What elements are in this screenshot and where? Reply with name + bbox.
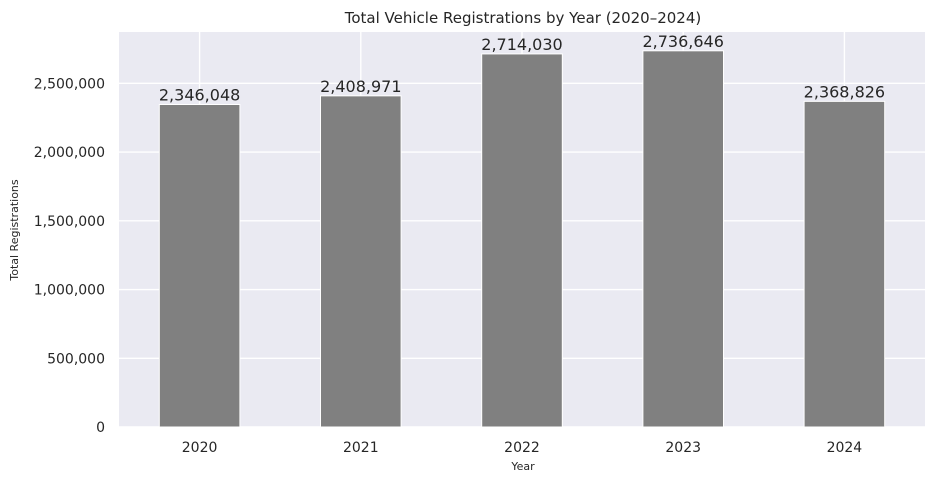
data-label-2023: 2,736,646	[642, 32, 723, 51]
bars	[158, 50, 886, 428]
data-label-2024: 2,368,826	[804, 82, 885, 101]
y-tick-label: 2,000,000	[34, 145, 105, 161]
bar-2023	[642, 50, 725, 428]
x-tick-label: 2024	[827, 440, 863, 456]
x-tick-label: 2022	[504, 440, 540, 456]
y-tick-labels: 0 500,000 1,000,000 1,500,000 2,000,000 2,500…	[34, 76, 105, 436]
bar-2021	[320, 95, 402, 428]
x-tick-label: 2020	[182, 440, 218, 456]
x-tick-labels: 2020 2021 2022 2023 2024	[182, 440, 863, 456]
x-tick-label: 2021	[343, 440, 379, 456]
data-labels: 2,346,048 2,408,971 2,714,030 2,736,646 2,36…	[159, 32, 885, 105]
y-tick-label: 1,000,000	[34, 283, 105, 299]
data-label-2022: 2,714,030	[481, 35, 562, 54]
y-tick-label: 2,500,000	[34, 76, 105, 92]
chart-title: Total Vehicle Registrations by Year (202…	[344, 9, 702, 27]
y-axis-label: Total Registrations	[8, 179, 21, 282]
bar-2024	[803, 100, 886, 428]
x-axis-label: Year	[510, 460, 535, 473]
y-tick-label: 0	[96, 420, 105, 436]
y-tick-label: 500,000	[47, 351, 105, 367]
bar-2020	[158, 104, 241, 428]
bar-2022	[481, 53, 563, 428]
y-tick-label: 1,500,000	[34, 214, 105, 230]
data-label-2020: 2,346,048	[159, 86, 240, 105]
data-label-2021: 2,408,971	[320, 77, 401, 96]
x-tick-label: 2023	[665, 440, 701, 456]
